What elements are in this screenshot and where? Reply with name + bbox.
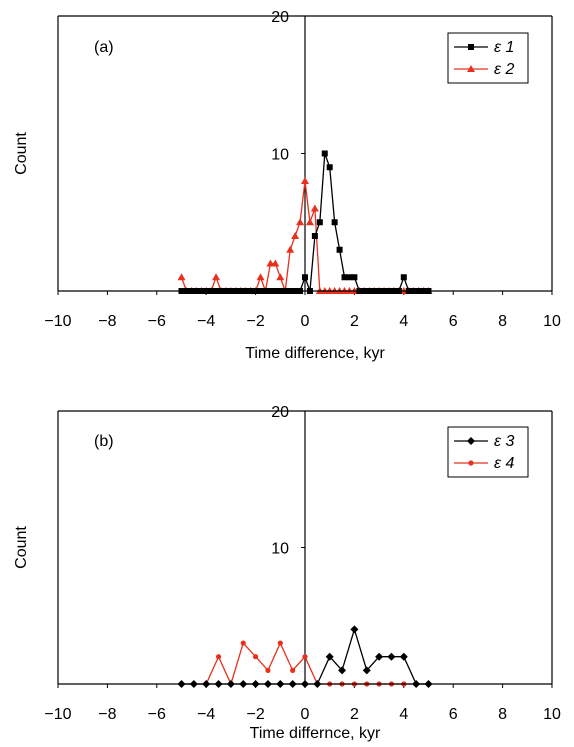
legend-label: ε 1 (494, 39, 514, 56)
legend-box (447, 426, 529, 478)
data-point (256, 273, 265, 281)
x-tick-label: 10 (543, 706, 561, 723)
x-tick-label: −4 (197, 313, 215, 330)
x-tick-label: −4 (197, 706, 215, 723)
data-point (341, 274, 348, 281)
x-tick-label: −8 (98, 706, 116, 723)
data-point (351, 274, 358, 281)
x-tick-label: 6 (449, 706, 458, 723)
chart-panel-b: −10 −8 −6 −4 −2 0 2 4 6 8 10 10 20 (b) Time differnce,… (13, 404, 561, 742)
x-tick-label: 2 (350, 706, 359, 723)
data-point (215, 654, 222, 660)
data-point (177, 273, 186, 281)
legend-marker (468, 44, 474, 50)
data-point (265, 667, 271, 673)
legend-marker (468, 460, 474, 466)
panel-label: (a) (94, 39, 114, 56)
data-point (253, 654, 259, 660)
x-tick-label: 10 (543, 313, 561, 330)
x-tick-label: 8 (498, 313, 507, 330)
y-tick-label: 20 (271, 9, 289, 26)
data-point (387, 652, 396, 661)
data-point (302, 274, 308, 281)
x-tick-label: 0 (301, 313, 310, 330)
legend: ε 3ε 4 (447, 426, 529, 478)
data-point (240, 640, 246, 646)
x-tick-label: −8 (98, 313, 116, 330)
y-tick-label: 10 (271, 541, 289, 558)
x-axis-title: Time differnce, kyr (250, 725, 381, 742)
legend-label: ε 4 (494, 455, 514, 472)
legend: ε 1ε 2 (447, 32, 529, 84)
legend-marker (467, 65, 475, 72)
x-tick-label: 4 (399, 706, 408, 723)
data-point (271, 259, 280, 267)
chart-panel-a: −10 −8 −6 −4 −2 0 2 4 6 8 10 10 20 (a) Time difference… (13, 9, 561, 362)
y-tick-label: 10 (271, 147, 289, 164)
x-tick-label: 8 (498, 706, 507, 723)
data-point (291, 232, 300, 239)
x-tick-label: −10 (44, 313, 71, 330)
data-point (325, 652, 334, 661)
data-point (316, 219, 323, 226)
y-tick-label: 20 (271, 404, 289, 421)
data-point (212, 273, 221, 281)
data-point (302, 654, 308, 660)
data-point (350, 625, 359, 634)
data-point (286, 245, 295, 253)
data-point (338, 666, 347, 675)
legend-label: ε 2 (494, 61, 514, 78)
data-point (400, 274, 407, 281)
data-point (346, 274, 353, 281)
data-point (321, 150, 328, 157)
data-point (362, 666, 371, 675)
x-axis-title: Time difference, kyr (245, 345, 385, 362)
x-tick-label: 4 (399, 313, 408, 330)
legend-item: ε 2 (454, 61, 514, 78)
data-point (277, 640, 283, 646)
legend-item: ε 1 (454, 39, 514, 56)
x-tick-label: −10 (44, 706, 71, 723)
data-point (310, 204, 319, 212)
x-tick-label: −6 (148, 706, 166, 723)
x-tick-label: −2 (246, 706, 264, 723)
legend-item: ε 4 (454, 455, 514, 472)
data-point (296, 218, 305, 226)
x-tick-label: −2 (246, 313, 264, 330)
legend-item: ε 3 (454, 433, 514, 450)
data-point (305, 218, 314, 226)
data-point (311, 233, 318, 239)
y-axis-title: Count (13, 132, 30, 175)
data-point (326, 164, 333, 171)
data-point (276, 273, 285, 281)
x-tick-label: 2 (350, 313, 359, 330)
data-point (301, 177, 309, 184)
y-axis-title: Count (13, 526, 30, 569)
legend-box (447, 32, 529, 84)
legend-marker (467, 437, 475, 445)
panel-label: (b) (94, 433, 114, 450)
x-tick-label: 0 (301, 706, 310, 723)
legend-label: ε 3 (494, 433, 514, 450)
data-point (290, 667, 296, 673)
x-tick-label: −6 (148, 313, 166, 330)
data-point (336, 246, 343, 253)
data-point (375, 652, 384, 661)
x-tick-label: 6 (449, 313, 458, 330)
data-point (399, 652, 408, 661)
data-point (331, 219, 338, 226)
